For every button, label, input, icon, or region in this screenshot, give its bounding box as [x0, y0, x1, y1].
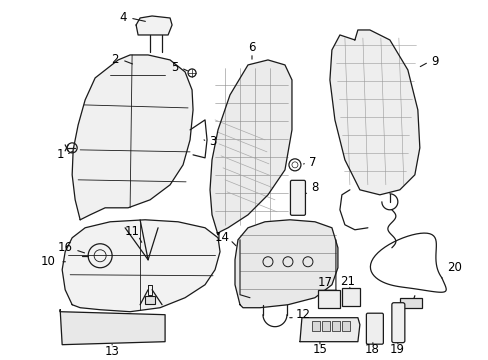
Text: 4: 4: [119, 12, 126, 24]
Bar: [311, 321, 319, 331]
Text: 14: 14: [214, 231, 229, 244]
Text: 13: 13: [104, 345, 120, 358]
Bar: [341, 321, 349, 331]
Text: 3: 3: [209, 135, 216, 148]
Text: 18: 18: [364, 343, 379, 356]
Text: 19: 19: [388, 343, 404, 356]
Text: 21: 21: [340, 275, 355, 288]
Polygon shape: [235, 220, 337, 308]
Polygon shape: [72, 55, 193, 220]
Bar: [331, 321, 339, 331]
FancyBboxPatch shape: [366, 313, 383, 344]
FancyBboxPatch shape: [290, 180, 305, 215]
Text: 7: 7: [308, 156, 316, 169]
Text: 11: 11: [124, 225, 139, 238]
Text: 8: 8: [310, 181, 318, 194]
Polygon shape: [210, 60, 291, 235]
Bar: [321, 321, 329, 331]
Text: 16: 16: [58, 241, 73, 254]
Bar: [317, 290, 339, 308]
Polygon shape: [62, 220, 220, 312]
Text: 2: 2: [111, 53, 119, 67]
Text: 15: 15: [312, 343, 326, 356]
FancyBboxPatch shape: [391, 303, 404, 343]
Polygon shape: [60, 310, 165, 345]
Text: 20: 20: [447, 261, 461, 274]
Text: 5: 5: [171, 62, 179, 75]
Text: 1: 1: [56, 148, 64, 161]
Bar: [399, 298, 421, 308]
Text: 9: 9: [430, 55, 438, 68]
Text: 6: 6: [248, 41, 255, 54]
Polygon shape: [329, 30, 419, 195]
Text: 17: 17: [317, 276, 332, 289]
Polygon shape: [136, 16, 172, 35]
Text: 12: 12: [295, 308, 310, 321]
Text: 10: 10: [41, 255, 56, 268]
Bar: [145, 296, 155, 304]
Polygon shape: [299, 318, 359, 342]
Bar: [341, 288, 359, 306]
